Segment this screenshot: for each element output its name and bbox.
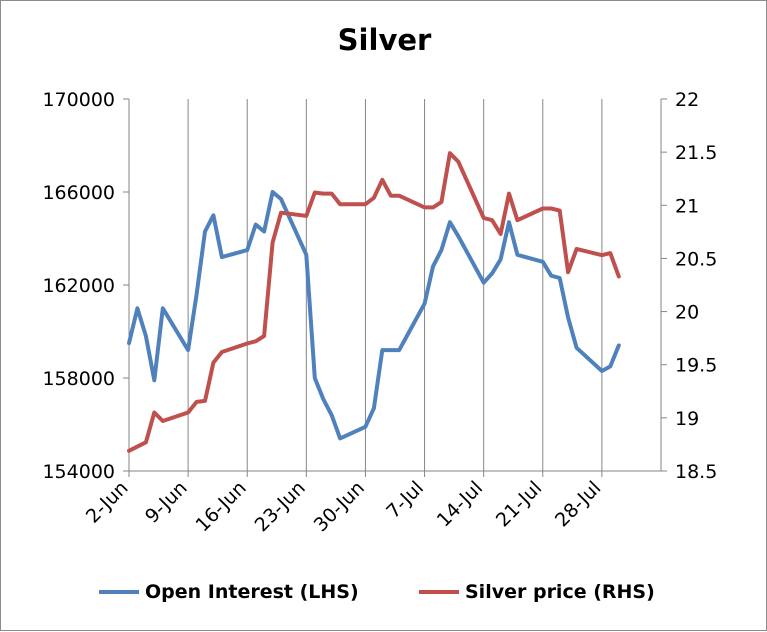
legend-label-silver-price: Silver price (RHS) <box>465 581 655 603</box>
series-line-open-interest <box>127 190 621 441</box>
x-tick-label: 23-Jun <box>251 477 310 536</box>
x-tick-label: 9-Jun <box>141 477 192 528</box>
y-right-tick-label: 18.5 <box>675 461 717 483</box>
x-tick-label: 7-Jul <box>382 477 428 523</box>
legend-swatch-open-interest <box>99 590 139 594</box>
y-left-tick-label: 162000 <box>42 275 115 297</box>
y-right-tick-label: 21 <box>675 195 699 217</box>
legend-item-open-interest: Open Interest (LHS) <box>99 581 359 603</box>
y-right-tick-label: 22 <box>675 89 699 111</box>
chart-legend: Open Interest (LHS) Silver price (RHS) <box>1 581 767 611</box>
legend-item-silver-price: Silver price (RHS) <box>419 581 655 603</box>
x-tick-label: 28-Jul <box>551 477 605 531</box>
y-right-tick-label: 21.5 <box>675 142 717 164</box>
y-left-tick-label: 170000 <box>42 89 115 111</box>
x-tick-label: 2-Jun <box>82 477 133 528</box>
y-right-tick-label: 20.5 <box>675 248 717 270</box>
x-tick-label: 21-Jul <box>492 477 546 531</box>
y-right-tick-label: 19 <box>675 408 699 430</box>
y-left-tick-label: 166000 <box>42 182 115 204</box>
y-right-tick-label: 19.5 <box>675 355 717 377</box>
legend-label-open-interest: Open Interest (LHS) <box>145 581 359 603</box>
y-left-tick-label: 158000 <box>42 368 115 390</box>
x-tick-label: 30-Jun <box>310 477 369 536</box>
x-tick-label: 14-Jul <box>433 477 487 531</box>
series-line-silver-price <box>127 151 621 453</box>
legend-swatch-silver-price <box>419 590 459 594</box>
y-left-tick-label: 154000 <box>42 461 115 483</box>
y-right-tick-label: 20 <box>675 302 699 324</box>
chart-title: Silver <box>337 23 432 57</box>
x-tick-label: 16-Jun <box>192 477 251 536</box>
